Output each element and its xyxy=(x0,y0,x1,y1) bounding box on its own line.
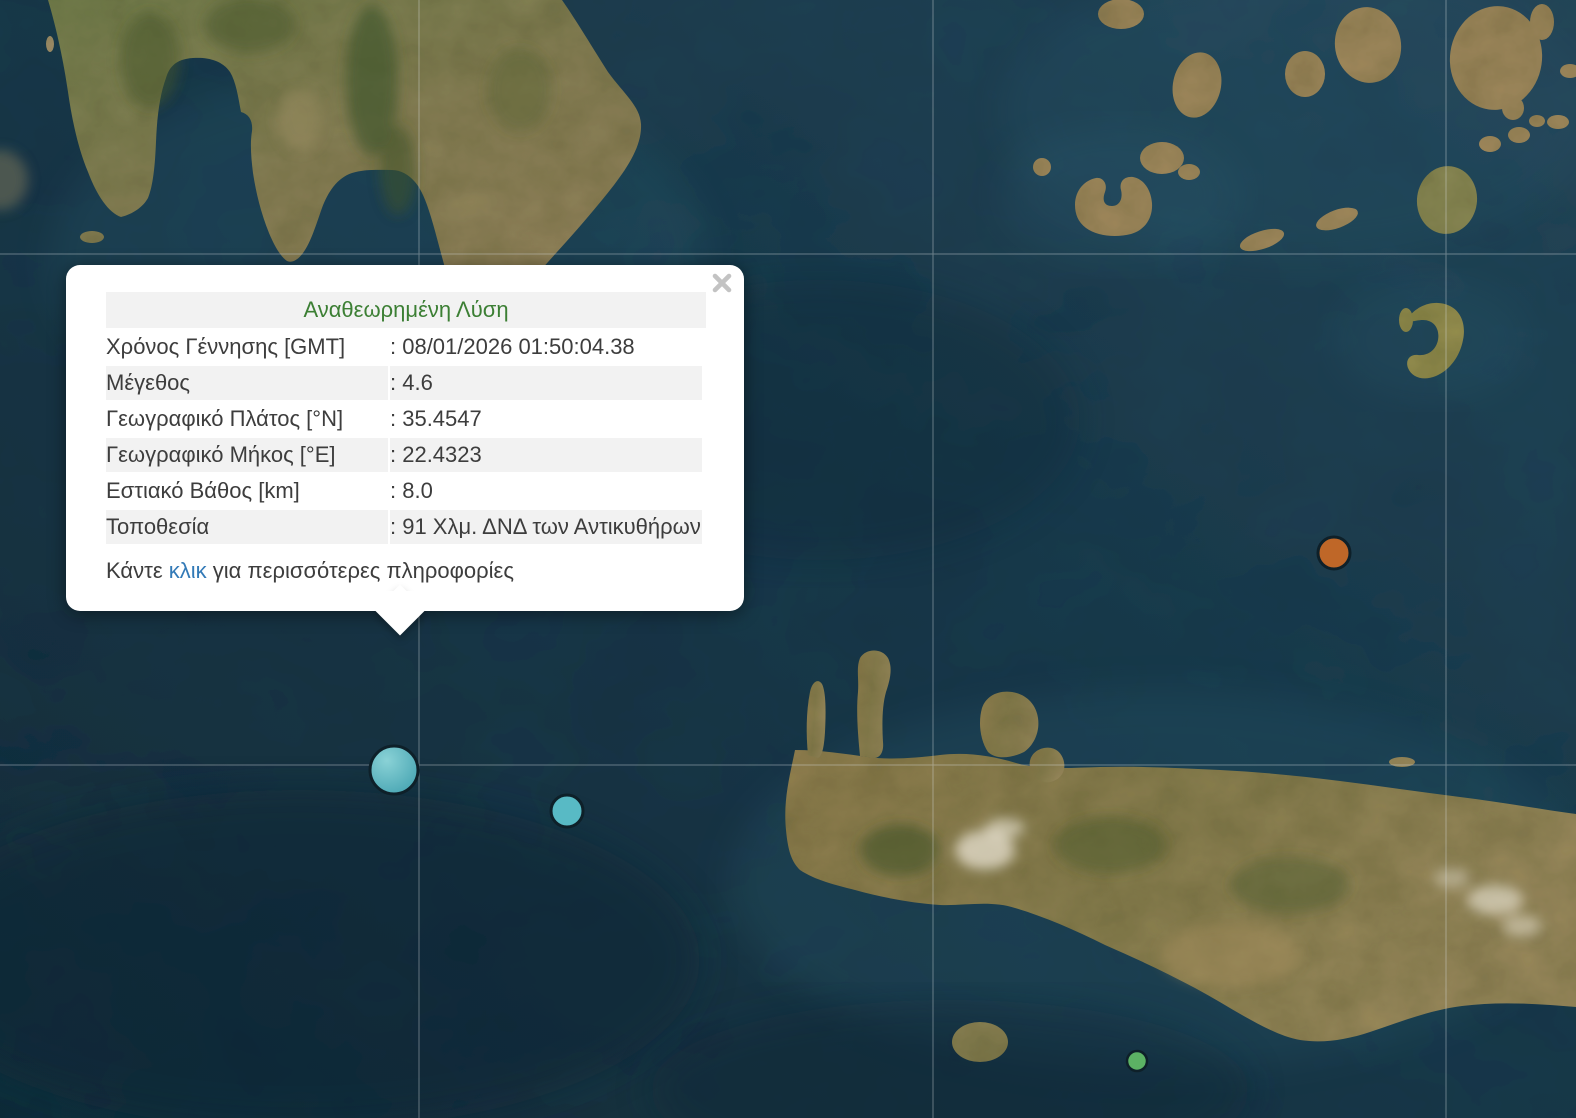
field-label: Μέγεθος xyxy=(106,366,388,400)
marker-earthquake-green[interactable] xyxy=(1125,1049,1149,1073)
field-label: Γεωγραφικό Πλάτος [°N] xyxy=(106,406,344,431)
peloponnese-relief xyxy=(0,0,552,215)
earthquake-popup: Αναθεωρημένη Λύση Χρόνος Γέννησης [GMT]:… xyxy=(66,265,744,636)
field-value: : 91 Χλμ. ΔΝΔ των Αντικυθήρων xyxy=(390,510,702,544)
popup-row: Εστιακό Βάθος [km] : 8.0 xyxy=(106,474,702,508)
earthquake-markers xyxy=(368,535,1352,1073)
close-button[interactable] xyxy=(710,271,734,295)
popup-row: Τοποθεσία: 91 Χλμ. ΔΝΔ των Αντικυθήρων xyxy=(106,510,702,544)
field-label: Χρόνος Γέννησης [GMT] xyxy=(106,334,346,359)
marker-selected-earthquake[interactable] xyxy=(368,744,420,796)
popup-tip-mask xyxy=(362,591,438,611)
field-value: : 35.4547 xyxy=(390,406,482,431)
popup-table: Χρόνος Γέννησης [GMT] : 08/01/2026 01:50:… xyxy=(104,328,704,546)
popup-row: Γεωγραφικό Μήκος [°E]: 22.4323 xyxy=(106,438,702,472)
popup-footer: Κάντε κλικ για περισσότερες πληροφορίες xyxy=(106,554,706,587)
field-value: : 22.4323 xyxy=(390,438,702,472)
popup-table-body: Χρόνος Γέννησης [GMT] : 08/01/2026 01:50:… xyxy=(106,330,702,544)
popup-title: Αναθεωρημένη Λύση xyxy=(106,292,706,328)
marker-earthquake-teal-small[interactable] xyxy=(549,793,585,829)
field-value: : 08/01/2026 01:50:04.38 xyxy=(390,334,635,359)
popup-row: Μέγεθος: 4.6 xyxy=(106,366,702,400)
popup-row: Χρόνος Γέννησης [GMT] : 08/01/2026 01:50:… xyxy=(106,330,702,364)
marker-earthquake-orange[interactable] xyxy=(1316,535,1352,571)
close-icon xyxy=(712,273,732,293)
popup-content: Αναθεωρημένη Λύση Χρόνος Γέννησης [GMT]:… xyxy=(106,292,706,587)
footer-text-pre: Κάντε xyxy=(106,558,163,583)
more-info-link[interactable]: κλικ xyxy=(168,558,207,583)
field-value: : 4.6 xyxy=(390,366,702,400)
cyclades-islands xyxy=(1033,0,1576,379)
footer-text-post: για περισσότερες πληροφορίες xyxy=(212,558,514,583)
field-label: Εστιακό Βάθος [km] xyxy=(106,478,300,503)
popup-row: Γεωγραφικό Πλάτος [°N] : 35.4547 xyxy=(106,402,702,436)
crete-landmass xyxy=(785,650,1576,1062)
crete-relief xyxy=(860,817,1542,987)
field-value: : 8.0 xyxy=(390,478,433,503)
field-label: Γεωγραφικό Μήκος [°E] xyxy=(106,438,388,472)
field-label: Τοποθεσία xyxy=(106,510,388,544)
